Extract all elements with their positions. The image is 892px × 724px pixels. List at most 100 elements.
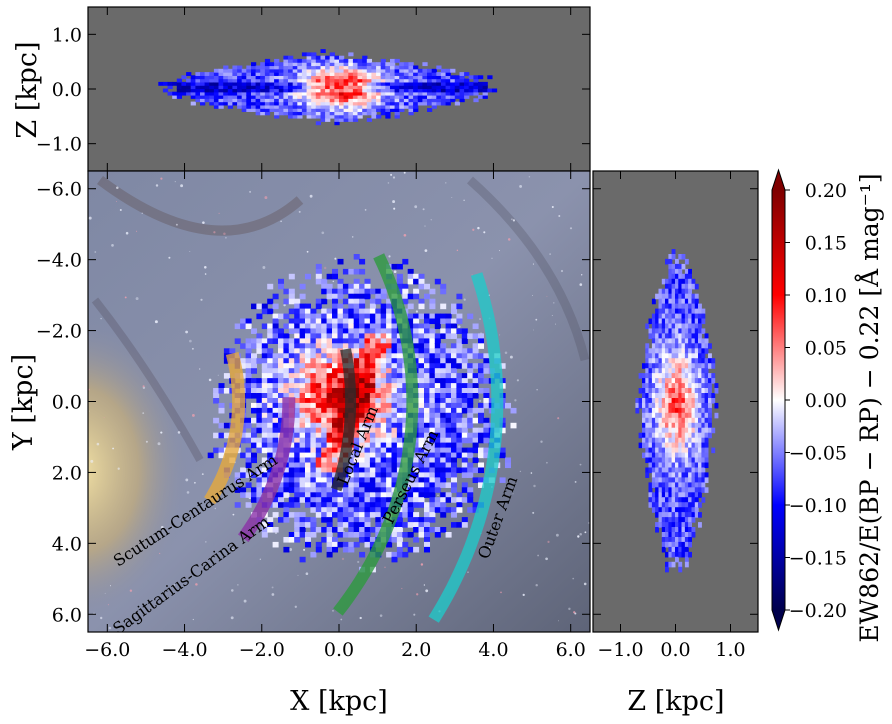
heatmap-cell	[245, 388, 252, 394]
star	[125, 231, 129, 235]
heatmap-cell	[651, 507, 656, 513]
heatmap-cell	[267, 388, 274, 394]
heatmap-cell	[434, 333, 441, 339]
heatmap-cell	[678, 273, 683, 280]
heatmap-cell	[357, 78, 363, 83]
heatmap-cell	[651, 298, 656, 305]
heatmap-cell	[691, 422, 696, 429]
heatmap-cell	[708, 402, 712, 409]
heatmap-cell	[310, 492, 317, 498]
star	[96, 442, 100, 446]
heatmap-cell	[661, 546, 666, 553]
heatmap-cell	[671, 333, 676, 339]
heatmap-cell	[701, 373, 706, 379]
heatmap-cell	[678, 254, 683, 260]
heatmap-cell	[326, 432, 333, 439]
heatmap-cell	[671, 363, 676, 369]
heatmap-cell	[694, 452, 699, 459]
heatmap-cell	[681, 462, 686, 469]
heatmap-cell	[246, 75, 252, 80]
heatmap-cell	[671, 502, 676, 508]
heatmap-cell	[245, 353, 252, 359]
heatmap-cell	[321, 452, 328, 459]
heatmap-cell	[399, 65, 405, 70]
heatmap-cell	[200, 101, 206, 106]
heatmap-cell	[451, 393, 458, 399]
heatmap-cell	[648, 432, 653, 439]
heatmap-cell	[668, 308, 673, 315]
heatmap-cell	[294, 522, 301, 528]
heatmap-cell	[678, 537, 683, 543]
star	[124, 296, 127, 299]
heatmap-cell	[418, 343, 425, 349]
heatmap-cell	[413, 81, 419, 86]
heatmap-cell	[648, 412, 653, 419]
heatmap-cell	[359, 427, 366, 434]
heatmap-cell	[424, 318, 431, 325]
heatmap-cell	[668, 442, 673, 449]
heatmap-cell	[332, 338, 339, 344]
heatmap-cell	[665, 373, 669, 379]
heatmap-cell	[688, 293, 692, 300]
heatmap-cell	[255, 98, 261, 103]
heatmap-cell	[450, 95, 456, 99]
heatmap-cell	[337, 432, 344, 439]
heatmap-cell	[241, 98, 247, 103]
heatmap-cell	[478, 437, 485, 444]
heatmap-cell	[478, 363, 485, 369]
heatmap-cell	[424, 487, 431, 493]
heatmap-cell	[369, 422, 376, 429]
heatmap-cell	[321, 512, 328, 518]
heatmap-cell	[251, 492, 258, 498]
heatmap-cell	[329, 111, 335, 116]
heatmap-cell	[472, 407, 479, 414]
heatmap-cell	[668, 412, 673, 419]
heatmap-cell	[315, 527, 322, 533]
heatmap-cell	[396, 348, 403, 354]
heatmap-cell	[698, 522, 702, 528]
heatmap-cell	[353, 452, 360, 459]
heatmap-cell	[321, 318, 328, 325]
heatmap-cell	[213, 104, 220, 109]
heatmap-cell	[301, 72, 308, 76]
heatmap-cell	[658, 477, 663, 483]
heatmap-cell	[671, 338, 676, 344]
heatmap-cell	[342, 333, 349, 339]
heatmap-cell	[359, 532, 366, 538]
heatmap-cell	[661, 512, 666, 518]
heatmap-cell	[380, 507, 387, 513]
heatmap-cell	[162, 81, 169, 86]
heatmap-cell	[678, 278, 683, 285]
heatmap-cell	[671, 318, 676, 325]
heatmap-cell	[684, 318, 689, 325]
heatmap-cell	[417, 88, 424, 93]
star	[155, 184, 159, 187]
heatmap-cell	[366, 81, 373, 86]
heatmap-cell	[251, 343, 258, 349]
dust-lane	[467, 176, 590, 362]
heatmap-cell	[461, 353, 468, 359]
heatmap-cell	[505, 462, 512, 469]
heatmap-cell	[472, 447, 479, 454]
heatmap-cell	[209, 81, 215, 86]
heatmap-cell	[450, 88, 456, 93]
heatmap-cell	[454, 85, 461, 90]
heatmap-cell	[701, 462, 706, 469]
heatmap-cell	[445, 333, 452, 339]
heatmap-cell	[343, 88, 349, 93]
heatmap-cell	[701, 328, 706, 334]
heatmap-cell	[651, 353, 656, 359]
heatmap-cell	[681, 402, 686, 409]
heatmap-cell	[681, 541, 686, 548]
heatmap-cell	[294, 318, 301, 325]
heatmap-cell	[635, 402, 640, 409]
heatmap-cell	[451, 353, 458, 359]
heatmap-cell	[642, 417, 646, 424]
heatmap-cell	[278, 85, 285, 90]
heatmap-cell	[352, 98, 359, 103]
heatmap-cell	[288, 81, 294, 86]
star	[547, 540, 550, 543]
colorbar-tick-label: −0.10	[789, 495, 847, 517]
heatmap-cell	[305, 477, 312, 483]
heatmap-cell	[510, 407, 517, 414]
